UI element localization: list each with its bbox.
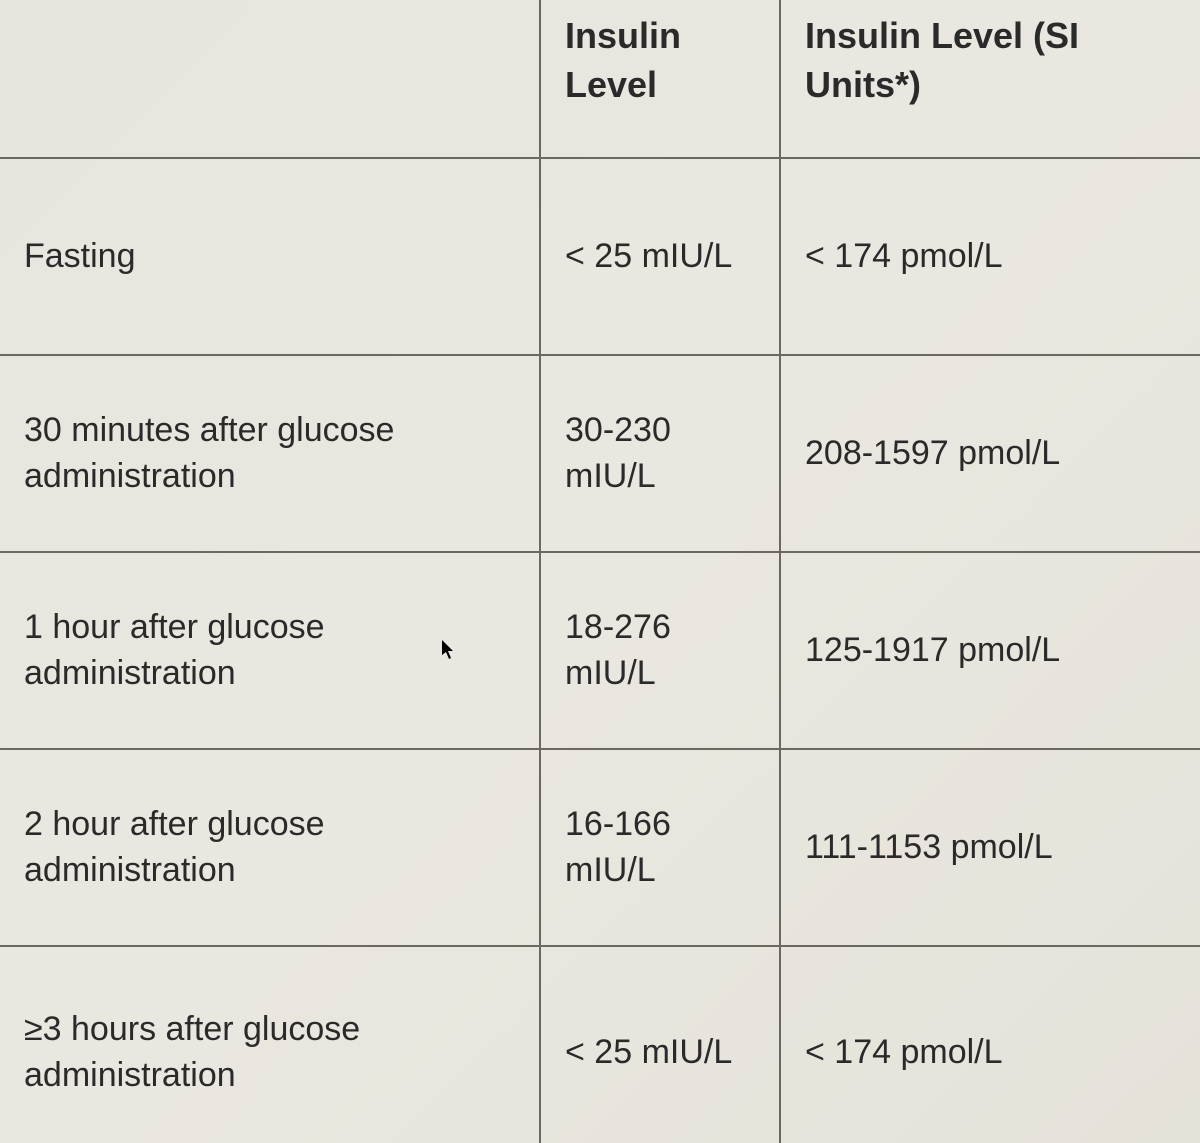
table-header-row: Insulin Level Insulin Level (SI Units*) [0,0,1200,158]
table-row: Fasting < 25 mIU/L < 174 pmol/L [0,158,1200,355]
cell-condition: Fasting [0,158,540,355]
header-insulin-level-si: Insulin Level (SI Units*) [780,0,1200,158]
cell-level: < 25 mIU/L [540,158,780,355]
cell-level: < 25 mIU/L [540,946,780,1143]
cell-condition: 1 hour after glucose administration [0,552,540,749]
cell-condition: 30 minutes after glucose administration [0,355,540,552]
header-condition [0,0,540,158]
cell-si: 111-1153 pmol/L [780,749,1200,946]
insulin-levels-table: Insulin Level Insulin Level (SI Units*) … [0,0,1200,1143]
cell-si: 208-1597 pmol/L [780,355,1200,552]
cell-condition: ≥3 hours after glucose administration [0,946,540,1143]
header-insulin-level: Insulin Level [540,0,780,158]
table-row: 2 hour after glucose administration 16-1… [0,749,1200,946]
table-row: ≥3 hours after glucose administration < … [0,946,1200,1143]
cell-condition: 2 hour after glucose administration [0,749,540,946]
table-row: 1 hour after glucose administration 18-2… [0,552,1200,749]
cell-level: 16-166 mIU/L [540,749,780,946]
cell-si: < 174 pmol/L [780,158,1200,355]
cell-si: < 174 pmol/L [780,946,1200,1143]
cell-si: 125-1917 pmol/L [780,552,1200,749]
table-row: 30 minutes after glucose administration … [0,355,1200,552]
cell-level: 30-230 mIU/L [540,355,780,552]
cell-level: 18-276 mIU/L [540,552,780,749]
insulin-table-container: Insulin Level Insulin Level (SI Units*) … [0,0,1200,1143]
